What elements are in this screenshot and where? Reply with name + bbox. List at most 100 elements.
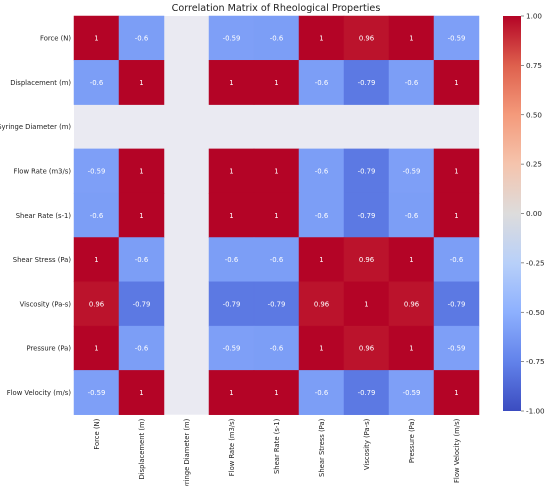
x-axis-labels: Force (N) Displacement (m) Syringe Diamete… bbox=[93, 418, 461, 486]
heatmap-cell bbox=[118, 370, 165, 415]
cell-value-label: 1 bbox=[274, 212, 278, 220]
cell-value-label: 1 bbox=[139, 212, 143, 220]
chart-title: Correlation Matrix of Rheological Proper… bbox=[172, 3, 381, 14]
cell-value-label: -0.59 bbox=[88, 167, 106, 175]
heatmap-cell bbox=[208, 325, 255, 371]
cell-value-label: -0.6 bbox=[315, 212, 328, 220]
heatmap-cell bbox=[73, 325, 120, 371]
heatmap-cell bbox=[208, 15, 255, 61]
cell-value-label: 1 bbox=[229, 167, 233, 175]
heatmap-cell bbox=[343, 281, 390, 327]
y-tick-label: Force (N) bbox=[40, 35, 71, 43]
cell-value-label: -0.59 bbox=[223, 35, 241, 43]
colorbar-tick-label: -0.25 bbox=[526, 258, 545, 267]
colorbar-tick-label: 0.25 bbox=[526, 160, 542, 169]
cell-value-label: 1 bbox=[274, 167, 278, 175]
heatmap-cell bbox=[118, 192, 165, 238]
heatmap-cell bbox=[343, 60, 390, 105]
cell-value-label: 1 bbox=[319, 345, 323, 353]
cell-value-label: -0.6 bbox=[315, 79, 328, 87]
heatmap-cell bbox=[343, 370, 390, 415]
heatmap-cell bbox=[208, 148, 255, 194]
heatmap-cell bbox=[208, 237, 255, 283]
heatmap-cell bbox=[73, 148, 120, 194]
cell-value-label: -0.79 bbox=[358, 212, 376, 220]
heatmap-cell bbox=[73, 370, 120, 415]
cell-value-label: -0.59 bbox=[88, 389, 106, 397]
colorbar-tick-label: 0.50 bbox=[526, 110, 542, 119]
heatmap-cell bbox=[388, 60, 435, 105]
cell-value-label: 0.96 bbox=[359, 345, 374, 353]
heatmap-cell bbox=[253, 237, 300, 283]
cell-value-label: -0.79 bbox=[223, 300, 241, 308]
y-tick-label: Flow Rate (m3/s) bbox=[13, 167, 71, 175]
x-tick-label: Shear Stress (Pa) bbox=[318, 418, 326, 477]
heatmap-cell bbox=[298, 281, 345, 327]
cell-value-label: 0.96 bbox=[404, 300, 419, 308]
cell-value-label: -0.6 bbox=[225, 256, 238, 264]
cell-value-label: 1 bbox=[229, 389, 233, 397]
cell-value-label: -0.79 bbox=[358, 389, 376, 397]
cell-value-label: -0.6 bbox=[315, 389, 328, 397]
x-tick-label: Syringe Diameter (m) bbox=[183, 418, 191, 486]
heatmap-cell bbox=[433, 60, 480, 105]
heatmap-cell bbox=[433, 281, 480, 327]
cell-value-label: 1 bbox=[274, 79, 278, 87]
cell-value-label: 1 bbox=[409, 35, 413, 43]
cell-value-label: -0.6 bbox=[315, 167, 328, 175]
colorbar-tick-label: -0.75 bbox=[526, 357, 545, 366]
cell-value-label: -0.6 bbox=[90, 79, 103, 87]
cell-value-label: 0.96 bbox=[89, 300, 104, 308]
x-tick-label: Flow Rate (m3/s) bbox=[228, 418, 236, 476]
heatmap-cell bbox=[118, 325, 165, 371]
cell-value-label: -0.6 bbox=[270, 256, 283, 264]
heatmap-cell bbox=[433, 237, 480, 283]
heatmap-cell bbox=[433, 325, 480, 371]
heatmap-cell bbox=[253, 148, 300, 194]
cell-value-label: 0.96 bbox=[359, 256, 374, 264]
heatmap-cell bbox=[253, 325, 300, 371]
cell-value-label: 1 bbox=[229, 212, 233, 220]
heatmap-cell bbox=[433, 148, 480, 194]
heatmap-cell bbox=[253, 281, 300, 327]
x-tick-label: Viscosity (Pa-s) bbox=[363, 418, 371, 470]
cell-value-label: 1 bbox=[139, 167, 143, 175]
heatmap-cell bbox=[118, 15, 165, 61]
cell-value-label: 1 bbox=[139, 389, 143, 397]
heatmap-cell bbox=[388, 148, 435, 194]
cell-value-label: -0.59 bbox=[448, 35, 466, 43]
cell-value-label: 1 bbox=[94, 345, 98, 353]
heatmap-cell bbox=[343, 192, 390, 238]
colorbar: 1.00 0.75 0.50 0.25 0.00 -0.25 -0.50 -0.75 -1.00 bbox=[503, 12, 545, 416]
heatmap-cell bbox=[73, 15, 120, 61]
cell-value-label: 1 bbox=[454, 167, 458, 175]
cell-value-label: -0.59 bbox=[448, 345, 466, 353]
x-tick-label: Pressure (Pa) bbox=[408, 418, 416, 463]
heatmap-cell bbox=[343, 325, 390, 371]
heatmap-cell bbox=[433, 192, 480, 238]
cell-value-label: -0.6 bbox=[270, 345, 283, 353]
heatmap-cell bbox=[388, 325, 435, 371]
y-tick-label: Shear Rate (s-1) bbox=[16, 212, 72, 220]
heatmap-cell bbox=[433, 15, 480, 61]
heatmap-cell bbox=[208, 281, 255, 327]
y-tick-label: Syringe Diameter (m) bbox=[0, 123, 71, 131]
heatmap-cell bbox=[388, 237, 435, 283]
cell-value-label: -0.79 bbox=[358, 79, 376, 87]
cell-value-label: 1 bbox=[454, 79, 458, 87]
heatmap-cell bbox=[298, 192, 345, 238]
heatmap-cell bbox=[388, 192, 435, 238]
cell-value-label: 0.96 bbox=[359, 35, 374, 43]
heatmap-cell bbox=[388, 15, 435, 61]
heatmap-cell bbox=[208, 370, 255, 415]
cell-value-label: -0.59 bbox=[223, 345, 241, 353]
cell-value-label: -0.6 bbox=[135, 256, 148, 264]
y-tick-label: Pressure (Pa) bbox=[27, 345, 72, 353]
colorbar-tick-label: 0.75 bbox=[526, 61, 542, 70]
heatmap-cell bbox=[118, 281, 165, 327]
heatmap-cell bbox=[298, 370, 345, 415]
cell-value-label: 1 bbox=[319, 35, 323, 43]
heatmap-cells: 1 -0.6 -0.59 -0.6 1 0.96 1 -0.59 -0.6 1 1 1 -0.6 -0.7… bbox=[73, 15, 480, 415]
cell-value-label: -0.6 bbox=[135, 345, 148, 353]
cell-value-label: -0.6 bbox=[135, 35, 148, 43]
